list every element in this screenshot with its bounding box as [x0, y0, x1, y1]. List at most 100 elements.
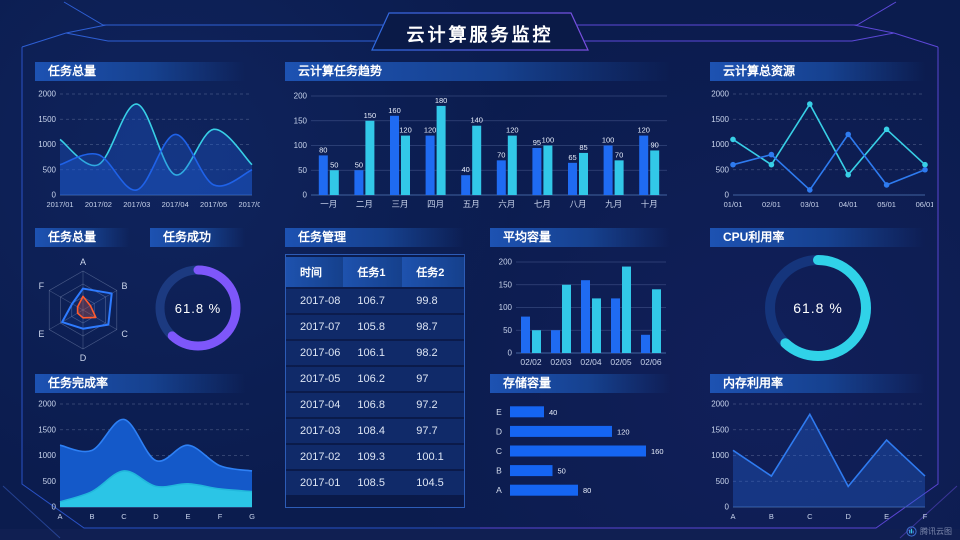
svg-text:五月: 五月	[463, 199, 480, 209]
svg-text:50: 50	[298, 166, 307, 175]
svg-text:120: 120	[506, 126, 519, 135]
svg-text:0: 0	[52, 191, 57, 200]
svg-text:1500: 1500	[38, 115, 56, 124]
cpu-usage-title: CPU利用率	[710, 228, 925, 247]
svg-text:02/06: 02/06	[640, 357, 662, 367]
table-row: 2017-06 106.1 98.2	[286, 341, 464, 365]
page-title: 云计算服务监控	[406, 25, 554, 45]
table-cell: 106.8	[343, 393, 403, 417]
svg-text:E: E	[185, 512, 190, 521]
svg-text:C: C	[807, 512, 813, 521]
table-cell: 106.2	[343, 367, 403, 391]
svg-text:2017/06: 2017/06	[238, 200, 260, 209]
svg-text:四月: 四月	[427, 199, 444, 209]
table-row: 2017-02 109.3 100.1	[286, 445, 464, 469]
table-cell: 2017-03	[286, 419, 344, 443]
svg-text:十月: 十月	[641, 199, 658, 209]
cloud-resources-chart: 0 500 1000 1500 2000 01/01 02/01 03/01 04/01 05/0…	[703, 84, 933, 210]
svg-text:1500: 1500	[711, 115, 729, 124]
svg-text:C: C	[121, 512, 127, 521]
svg-text:二月: 二月	[356, 199, 373, 209]
svg-text:80: 80	[319, 145, 327, 154]
svg-text:F: F	[218, 512, 223, 521]
svg-text:70: 70	[615, 150, 623, 159]
svg-text:65: 65	[568, 153, 576, 162]
svg-text:100: 100	[294, 141, 308, 150]
svg-text:三月: 三月	[391, 199, 408, 209]
table-cell: 106.1	[343, 341, 403, 365]
svg-text:50: 50	[558, 467, 566, 476]
svg-text:E: E	[496, 407, 502, 417]
svg-text:1000: 1000	[711, 140, 729, 149]
table-cell: 97	[402, 367, 464, 391]
svg-text:D: D	[153, 512, 159, 521]
svg-text:02/05: 02/05	[610, 357, 632, 367]
svg-text:0: 0	[725, 503, 730, 512]
table-row: 2017-07 105.8 98.7	[286, 315, 464, 339]
avg-capacity-chart: 0 50 100 150 200 02/02 02/03 02/04 02/05 02/06	[488, 250, 672, 368]
svg-text:85: 85	[579, 143, 587, 152]
svg-text:120: 120	[617, 427, 630, 436]
svg-text:D: D	[845, 512, 851, 521]
svg-text:B: B	[769, 512, 774, 521]
tasks-radar-chart: A B C D E F	[28, 248, 138, 368]
svg-text:140: 140	[470, 116, 483, 125]
svg-text:F: F	[39, 281, 45, 291]
svg-text:04/01: 04/01	[839, 200, 858, 209]
svg-text:06/01: 06/01	[916, 200, 933, 209]
table-row: 2017-05 106.2 97	[286, 367, 464, 391]
svg-text:2000: 2000	[38, 400, 56, 409]
svg-text:2000: 2000	[711, 90, 729, 99]
svg-text:B: B	[89, 512, 94, 521]
svg-text:2017/04: 2017/04	[162, 200, 189, 209]
svg-text:2000: 2000	[711, 400, 729, 409]
memory-chart: 0 500 1000 1500 2000 A B C D E F	[703, 394, 933, 522]
svg-text:500: 500	[716, 165, 730, 174]
svg-text:A: A	[80, 257, 86, 267]
table-cell: 109.3	[343, 445, 403, 469]
svg-text:120: 120	[637, 126, 650, 135]
svg-text:B: B	[496, 466, 502, 476]
svg-text:0: 0	[303, 191, 308, 200]
svg-text:03/01: 03/01	[800, 200, 819, 209]
svg-text:F: F	[923, 512, 928, 521]
svg-text:B: B	[122, 281, 128, 291]
cloud-resources-title: 云计算总资源	[710, 62, 925, 81]
svg-text:95: 95	[533, 138, 541, 147]
brand-icon	[906, 526, 917, 537]
svg-text:180: 180	[435, 96, 448, 105]
storage-title: 存储容量	[490, 374, 670, 393]
table-cell: 104.5	[402, 471, 464, 495]
svg-text:02/04: 02/04	[580, 357, 602, 367]
completion-rate-title: 任务完成率	[35, 374, 245, 393]
tasks-total-chart: 0 500 1000 1500 2000 2017/01 2017/02 2017/03 201…	[30, 84, 260, 210]
task-trend-chart: 0 50 100 150 200 一月 80 50 二月 50 150 三月 160 120 四月 120 18…	[283, 84, 673, 210]
svg-text:100: 100	[542, 136, 555, 145]
svg-text:七月: 七月	[534, 199, 551, 209]
task-success-donut	[148, 248, 248, 368]
svg-text:2017/02: 2017/02	[85, 200, 112, 209]
table-row: 2017-03 108.4 97.7	[286, 419, 464, 443]
svg-text:02/01: 02/01	[762, 200, 781, 209]
task-trend-title: 云计算任务趋势	[285, 62, 670, 81]
svg-text:100: 100	[499, 303, 513, 312]
storage-chart: E 40 D 120 C 160 B 50 A 80	[488, 394, 676, 506]
svg-text:六月: 六月	[498, 199, 515, 209]
svg-text:200: 200	[294, 92, 308, 101]
tasks-total-title: 任务总量	[35, 62, 245, 81]
tasks-radar-title: 任务总量	[35, 228, 130, 247]
table-cell: 2017-08	[286, 289, 344, 313]
table-cell: 2017-01	[286, 471, 344, 495]
svg-text:500: 500	[716, 477, 730, 486]
svg-text:1500: 1500	[711, 425, 729, 434]
table-cell: 105.8	[343, 315, 403, 339]
table-cell: 100.1	[402, 445, 464, 469]
svg-text:50: 50	[503, 326, 512, 335]
svg-text:500: 500	[43, 477, 57, 486]
task-success-title: 任务成功	[150, 228, 245, 247]
svg-text:150: 150	[499, 280, 513, 289]
bottom-strip	[0, 529, 960, 540]
svg-text:A: A	[57, 512, 62, 521]
svg-text:C: C	[121, 329, 128, 339]
